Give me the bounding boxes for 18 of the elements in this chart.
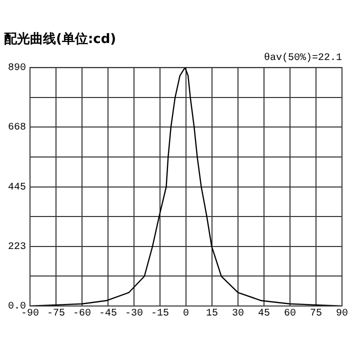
- x-tick-label: -15: [150, 308, 170, 320]
- text: θav(50%)=22.1: [264, 52, 342, 64]
- x-tick-label: 0: [182, 308, 190, 320]
- x-tick-label: 30: [232, 308, 244, 320]
- x-tick-label: 60: [284, 308, 296, 320]
- chart-title: 配光曲线(单位:cd): [4, 31, 116, 48]
- x-tick-label: -75: [46, 308, 66, 320]
- y-tick-label: 223: [8, 242, 26, 253]
- x-tick-label: 45: [258, 308, 270, 320]
- x-tick-label: 15: [206, 308, 218, 320]
- y-tick-label: 668: [8, 122, 26, 134]
- x-tick-label: -30: [124, 308, 144, 320]
- y-tick-label: 445: [8, 182, 26, 194]
- y-tick-label: 890: [8, 63, 26, 74]
- x-tick-label: -45: [98, 308, 118, 320]
- x-tick-label: 75: [310, 308, 322, 320]
- x-tick-label: 90: [336, 308, 348, 320]
- x-tick-label: -60: [72, 308, 92, 320]
